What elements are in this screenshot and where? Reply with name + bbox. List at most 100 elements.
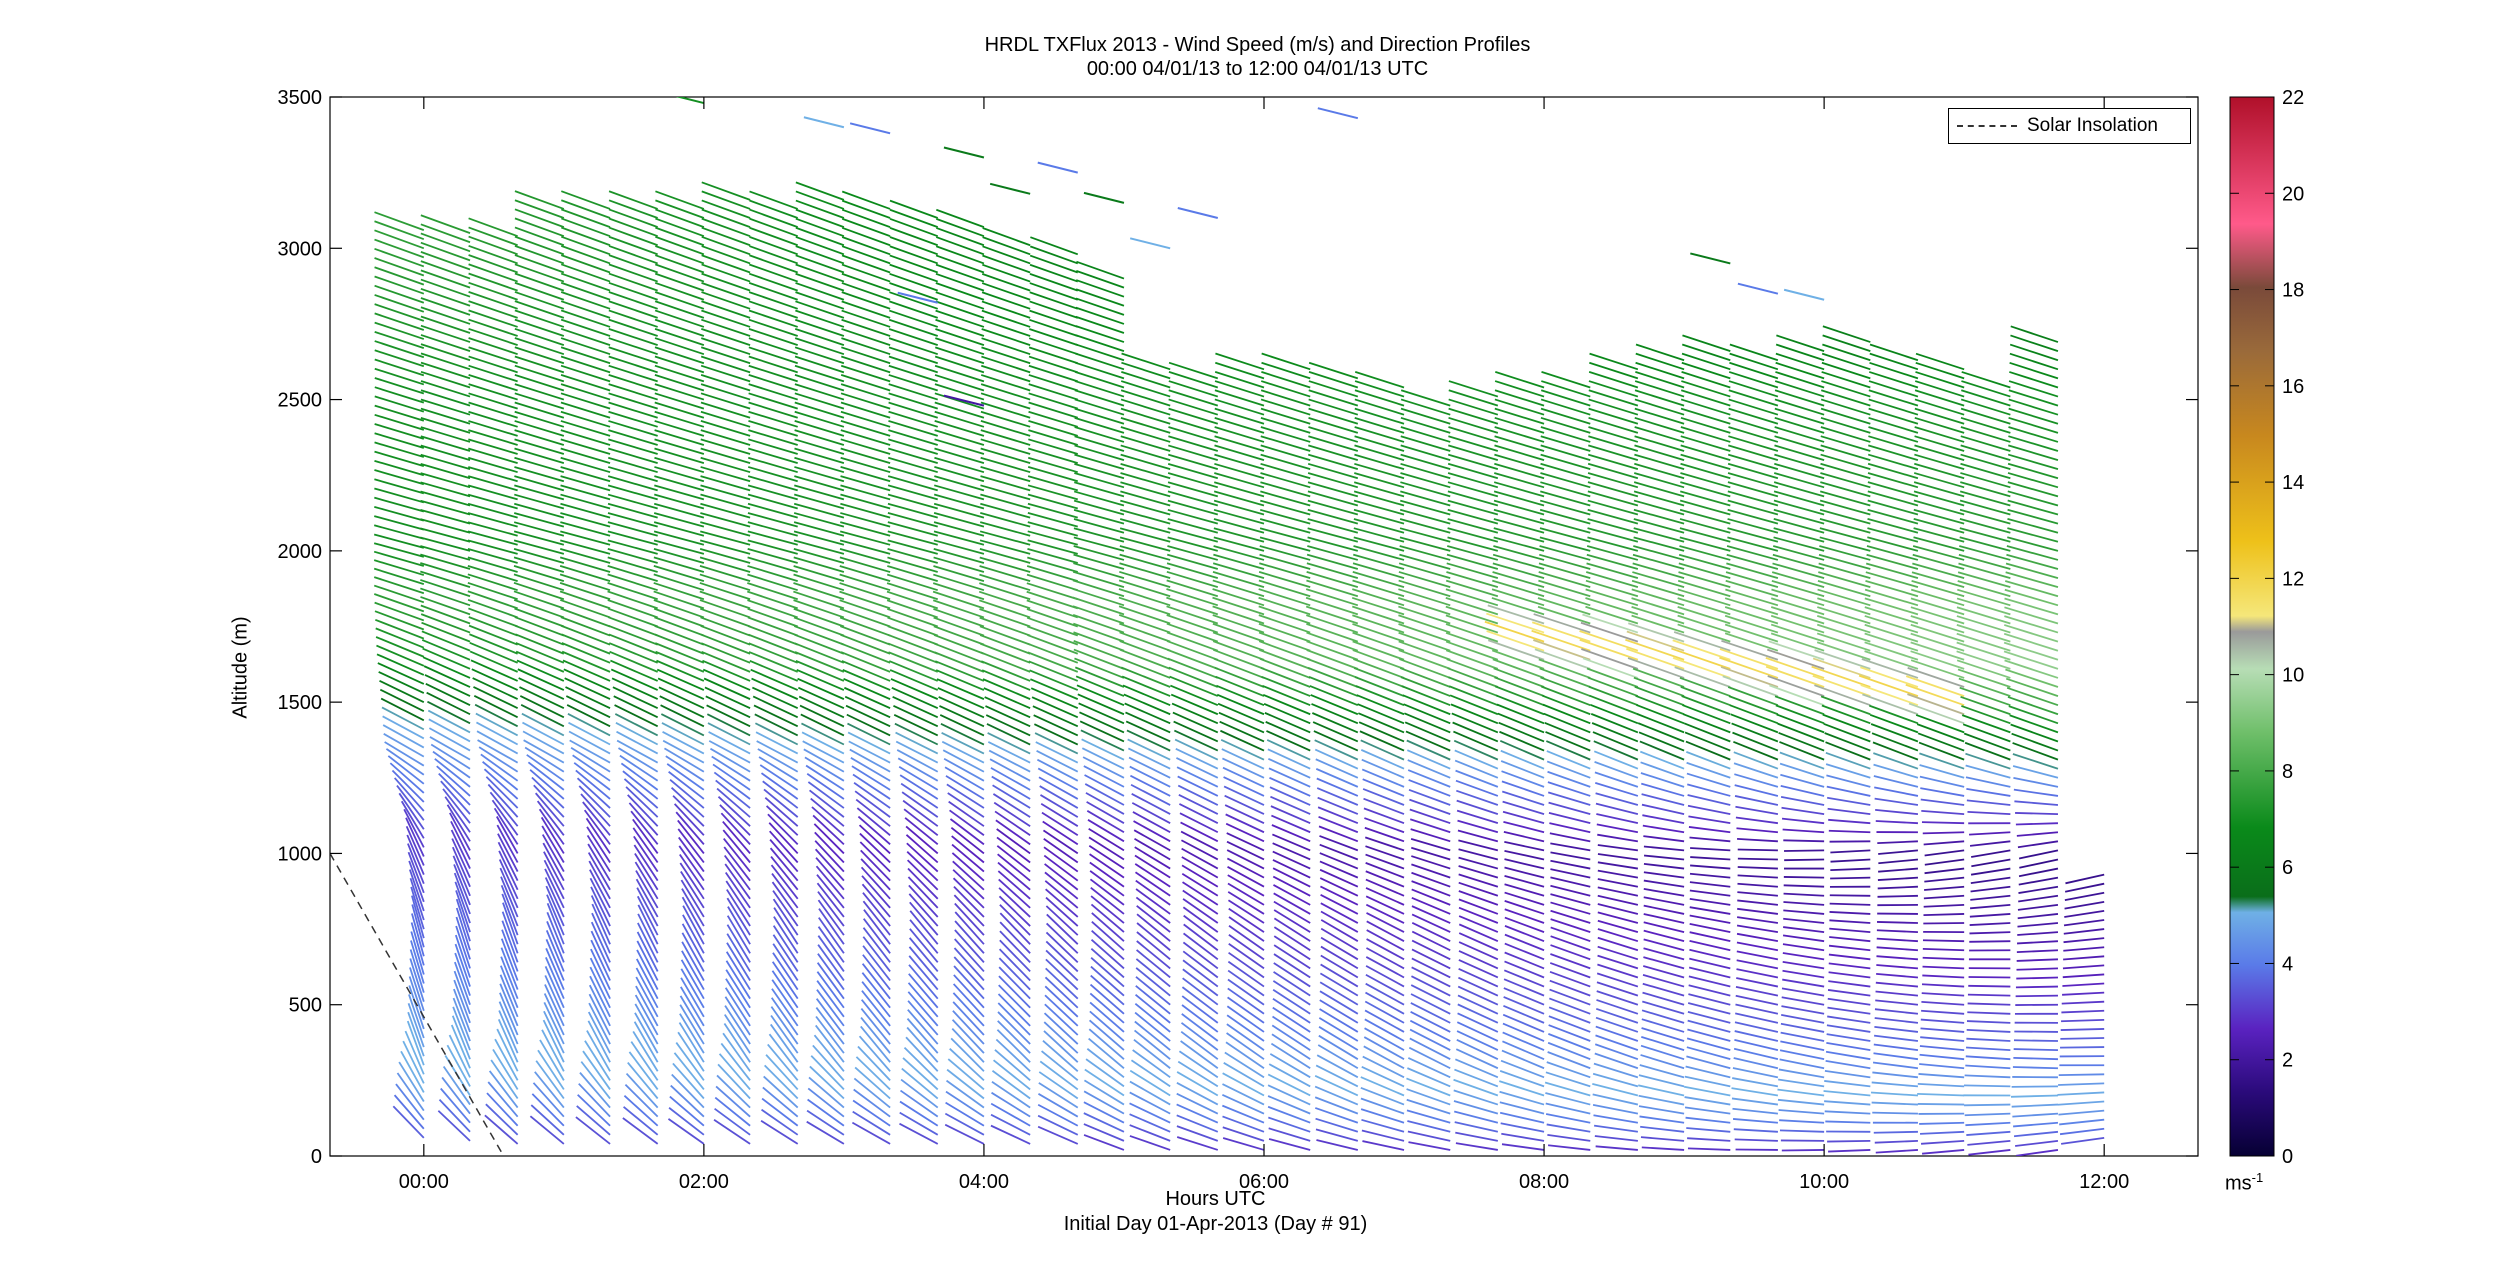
wind-barb [1365, 895, 1405, 915]
wind-barb [1594, 771, 1639, 788]
wind-barb [377, 662, 425, 685]
wind-barb [455, 907, 471, 951]
wind-barb [1449, 694, 1499, 716]
wind-barb [1672, 639, 1731, 661]
wind-barb [1268, 1116, 1311, 1133]
wind-barb [1818, 562, 1871, 579]
wind-barb [1120, 380, 1171, 398]
wind-barb [815, 857, 845, 891]
wind-barb [1914, 426, 1965, 443]
wind-barb [1593, 750, 1639, 770]
wind-barb [1775, 352, 1825, 371]
wind-barb [1120, 453, 1171, 471]
wind-barb [1688, 975, 1731, 988]
wind-barb [1681, 352, 1731, 371]
wind-barb [748, 355, 798, 374]
wind-barb [623, 1106, 659, 1136]
wind-barb [992, 793, 1031, 818]
wind-barb [1263, 702, 1311, 725]
wind-barb [1258, 614, 1311, 634]
wind-barb [1317, 1044, 1359, 1070]
wind-barb [888, 392, 938, 410]
wind-barb [1493, 490, 1545, 507]
wind-barb [1962, 723, 2011, 743]
wind-barb [985, 714, 1031, 737]
wind-barb [560, 272, 611, 292]
wind-barb [1090, 965, 1125, 997]
wind-barb [943, 757, 985, 782]
wind-barb [887, 565, 938, 582]
wind-barb [803, 116, 845, 129]
wind-barb [1119, 553, 1171, 570]
wind-barb [1273, 892, 1311, 915]
wind-barb [1783, 288, 1825, 301]
wind-barb [374, 247, 425, 268]
wind-barb [578, 785, 611, 818]
wind-barb [500, 956, 519, 999]
wind-barb [1919, 775, 1965, 788]
wind-barb [1733, 1057, 1779, 1070]
wind-barb [1458, 865, 1499, 879]
wind-barb [939, 714, 985, 737]
wind-barb [662, 739, 705, 764]
wind-barb [1549, 979, 1591, 997]
wind-barb [373, 584, 425, 604]
wind-barb [1494, 398, 1545, 416]
wind-barb [700, 364, 751, 383]
wind-barb [1875, 820, 1918, 825]
wind-barb [1872, 1071, 1919, 1079]
wind-barb [1924, 849, 1965, 857]
wind-barb [468, 272, 518, 292]
wind-barb [1868, 435, 1919, 452]
wind-barb [1500, 1122, 1545, 1133]
wind-barb [1502, 810, 1545, 825]
wind-barb [980, 512, 1031, 528]
wind-barb [374, 220, 425, 241]
wind-barb [861, 963, 891, 1000]
wind-barb [1122, 684, 1171, 706]
wind-barb [561, 650, 611, 673]
wind-barb [1494, 380, 1545, 398]
wind-barb [1174, 738, 1219, 761]
wind-barb [857, 1045, 891, 1081]
wind-barb [499, 867, 519, 909]
wind-barb [1399, 553, 1451, 570]
wind-barb [564, 677, 611, 700]
wind-barb [1028, 420, 1079, 437]
wind-barb [952, 983, 985, 1018]
wind-barb [1119, 640, 1171, 661]
wind-barb [1399, 499, 1451, 516]
wind-barb [936, 208, 985, 228]
wind-barb [1308, 380, 1359, 398]
wind-barb [700, 374, 751, 392]
wind-barb [991, 1091, 1031, 1118]
wind-barb [586, 826, 611, 863]
wind-barb [653, 565, 705, 582]
wind-barb [607, 573, 658, 592]
wind-barb [1182, 898, 1219, 924]
wind-barb [770, 1023, 799, 1063]
wind-barb [1736, 950, 1779, 961]
wind-barb [585, 817, 611, 854]
wind-barb [1830, 849, 1871, 854]
wind-barb [487, 783, 519, 818]
wind-barb [1027, 556, 1079, 573]
wind-barb [669, 1095, 705, 1127]
wind-barb [1136, 922, 1171, 951]
wind-barb [2018, 867, 2059, 878]
wind-barb [818, 908, 845, 945]
colorbar-unit-exponent: -1 [2251, 1170, 2264, 1185]
wind-barb [2018, 885, 2059, 894]
wind-barb [2005, 677, 2059, 697]
wind-barb [1307, 462, 1359, 480]
wind-barb [840, 502, 891, 519]
wind-barb [749, 199, 799, 219]
wind-barb [985, 705, 1031, 728]
wind-barb [1168, 398, 1219, 416]
wind-barb [841, 217, 891, 238]
wind-barb [952, 869, 985, 900]
chart-title: HRDL TXFlux 2013 - Wind Speed (m/s) and … [984, 34, 1531, 56]
wind-barb [813, 1034, 845, 1072]
legend: Solar Insolation [1948, 108, 2191, 144]
wind-barb [1084, 774, 1125, 797]
